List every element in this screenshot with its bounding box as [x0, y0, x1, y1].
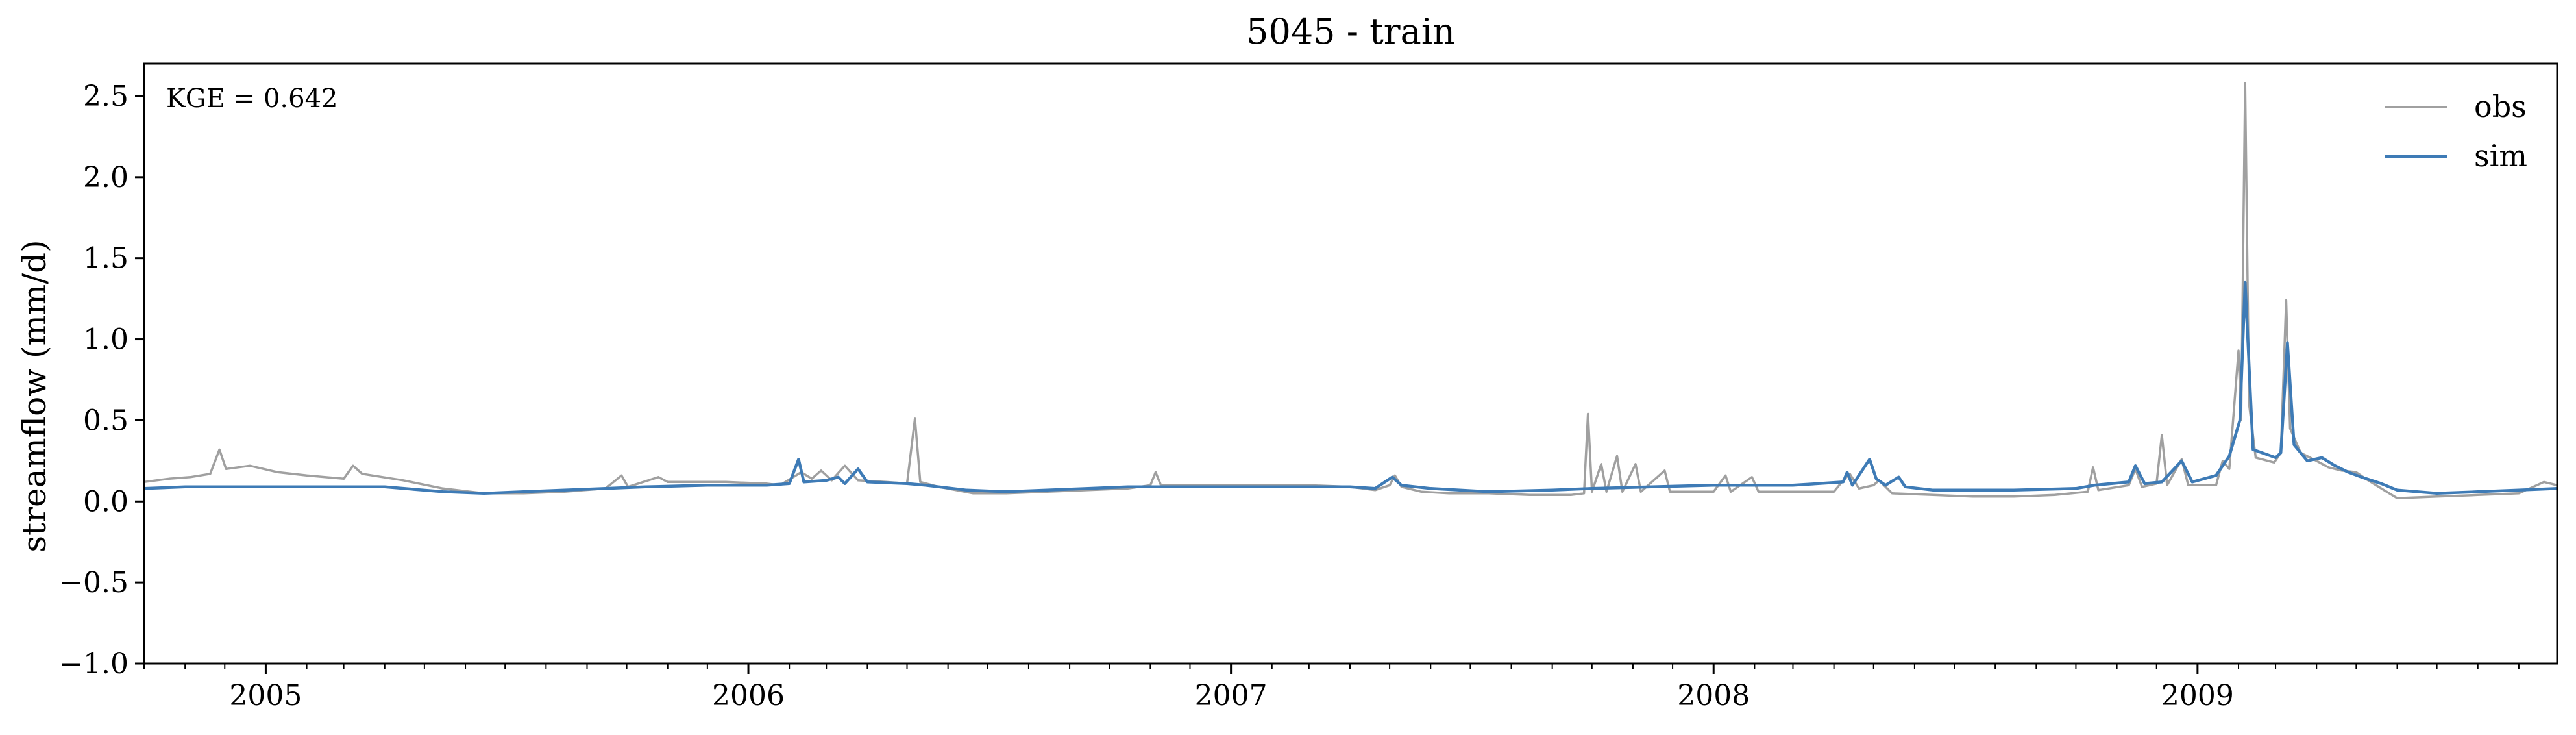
- legend-obs-label: obs: [2474, 89, 2527, 124]
- x-tick-label: 2008: [1677, 679, 1750, 712]
- plot-area-frame: [143, 62, 2558, 665]
- y-tick-label: −0.5: [59, 566, 129, 599]
- series-layer: [143, 82, 2558, 500]
- y-tick-label: 1.5: [83, 242, 129, 275]
- series-line-sim: [143, 280, 2558, 495]
- y-tick-label: 0.5: [83, 404, 129, 437]
- legend: obs sim: [2385, 89, 2527, 173]
- x-tick-label: 2009: [2161, 679, 2234, 712]
- kge-annotation: KGE = 0.642: [166, 84, 338, 114]
- x-tick-label: 2005: [229, 679, 302, 712]
- y-tick-label: −1.0: [59, 647, 129, 680]
- y-tick-label: 1.0: [83, 323, 129, 356]
- x-tick-label: 2006: [712, 679, 785, 712]
- y-tick-label: 0.0: [83, 485, 129, 518]
- y-tick-label: 2.0: [83, 161, 129, 194]
- chart-title: 5045 - train: [1246, 11, 1455, 52]
- x-tick-label: 2007: [1195, 679, 1268, 712]
- axis-ticks: −1.0 −0.5 0.0 0.5 1.0 1.5 2.0 2.5 2005 2006 2007 20…: [59, 80, 2520, 712]
- y-tick-label: 2.5: [83, 80, 129, 113]
- legend-sim-label: sim: [2474, 138, 2527, 173]
- y-axis-label: streamflow (mm/d): [16, 240, 53, 552]
